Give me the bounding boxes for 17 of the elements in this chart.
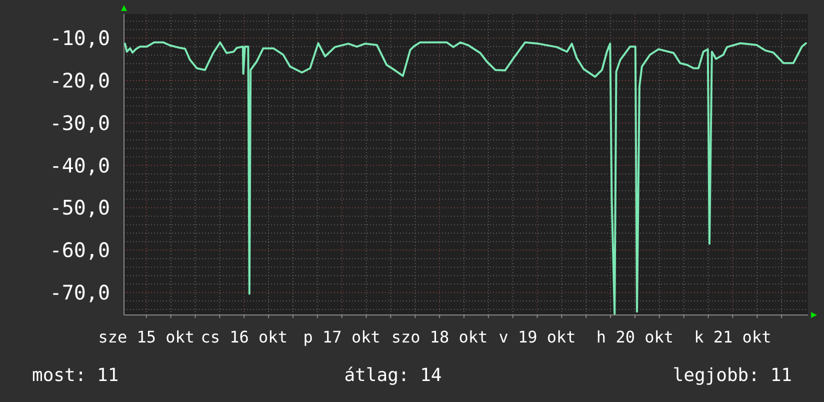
x-tick-label: v 19 okt	[498, 328, 576, 347]
x-tick-label: sze 15 okt	[98, 328, 195, 347]
x-tick-label: szo 18 okt	[391, 328, 488, 347]
text: most: 11	[32, 365, 119, 386]
y-tick-label: -60,0	[50, 238, 110, 262]
y-tick-label: -10,0	[50, 26, 110, 50]
y-tick-label: -70,0	[50, 280, 110, 305]
text: átlag: 14	[344, 365, 442, 386]
x-tick-label: cs 16 okt	[200, 328, 288, 347]
x-tick-label: h 20 okt	[596, 328, 674, 347]
y-tick-label: -20,0	[50, 68, 110, 93]
x-tick-label: k 21 okt	[694, 328, 772, 347]
text: legjobb: 11	[672, 365, 792, 386]
y-tick-label: -30,0	[50, 110, 110, 135]
y-tick-label: -50,0	[50, 196, 110, 220]
x-tick-label: p 17 okt	[303, 328, 380, 347]
y-tick-label: -40,0	[50, 153, 110, 178]
